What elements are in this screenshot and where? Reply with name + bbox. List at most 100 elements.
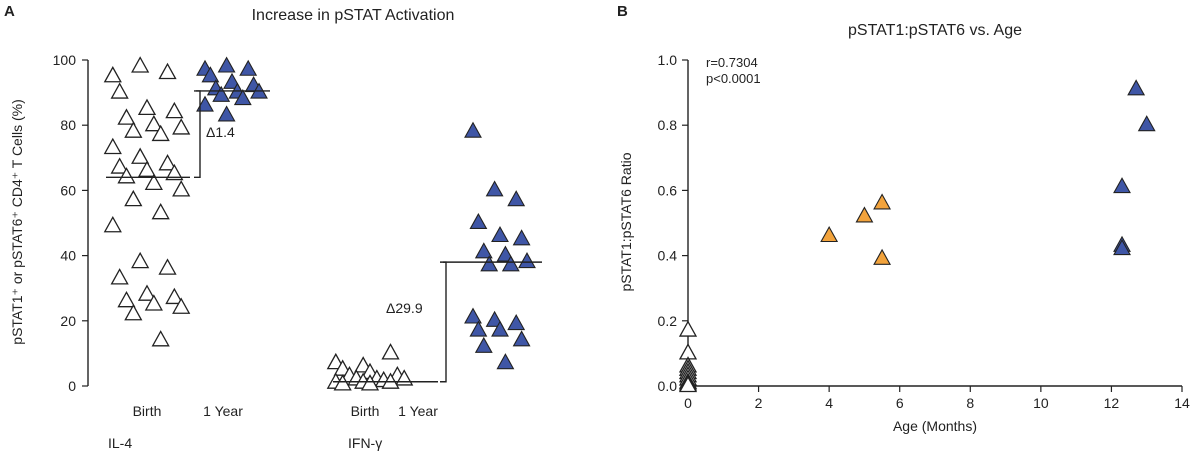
data-point	[485, 310, 504, 327]
panel-b-points	[678, 79, 1156, 393]
data-point	[512, 229, 531, 246]
panel-b-p-stat: p<0.0001	[706, 71, 761, 86]
data-point	[464, 307, 482, 324]
y-tick-label: 60	[60, 182, 76, 198]
data-point	[103, 215, 122, 233]
data-point	[239, 59, 258, 76]
panel-b-x-ticks: 0 2 4 6 8 10 12 14	[684, 386, 1190, 411]
data-point	[1137, 115, 1156, 132]
category-label: 1 Year	[203, 403, 243, 419]
panel-a-points	[103, 56, 542, 391]
data-point	[103, 66, 122, 83]
data-point	[217, 105, 236, 122]
data-point	[117, 108, 136, 125]
data-point	[491, 225, 509, 243]
y-tick-label: 20	[60, 313, 76, 329]
y-tick-label: 0.0	[658, 378, 678, 394]
data-point	[223, 72, 241, 89]
data-point	[360, 374, 380, 391]
y-tick-label: 0.4	[658, 248, 678, 264]
data-point	[110, 157, 129, 174]
panel-b-title: pSTAT1:pSTAT6 vs. Age	[848, 22, 1022, 39]
panel-a-x-labels: Birth 1 Year Birth 1 Year IL-4 IFN-γ	[108, 403, 438, 451]
data-point	[873, 193, 892, 210]
data-point	[480, 255, 499, 272]
data-point	[158, 62, 177, 80]
data-point	[1127, 79, 1146, 96]
data-point	[151, 202, 170, 220]
data-point	[855, 206, 874, 223]
panel-a-annotations: Δ1.4 Δ29.9	[194, 90, 447, 383]
data-point	[124, 304, 143, 321]
data-point	[381, 372, 400, 389]
y-tick-label: 0	[68, 378, 76, 394]
data-point	[124, 189, 143, 207]
data-point	[469, 212, 488, 230]
delta-label: Δ1.4	[206, 124, 235, 140]
panel-b-r-stat: r=0.7304	[706, 55, 758, 70]
data-point	[678, 375, 698, 393]
data-point	[474, 242, 493, 259]
data-point	[117, 167, 136, 184]
data-point	[485, 180, 504, 197]
data-point	[196, 95, 214, 112]
data-point	[233, 89, 252, 106]
x-tick-label: 12	[1104, 395, 1120, 411]
y-tick-label: 80	[60, 117, 76, 133]
data-point	[110, 82, 129, 99]
panel-b-y-label: pSTAT1:pSTAT6 Ratio	[618, 152, 634, 291]
delta-label: Δ29.9	[386, 300, 423, 316]
panel-a-y-label: pSTAT1⁺ or pSTAT6⁺ CD4⁺ T Cells (%)	[9, 99, 25, 344]
data-point	[820, 225, 839, 243]
y-tick-label: 100	[53, 52, 77, 68]
data-point	[474, 336, 493, 353]
data-point	[507, 313, 526, 331]
data-point	[151, 330, 170, 347]
data-point	[158, 258, 177, 275]
data-point	[464, 121, 482, 138]
x-tick-label: 6	[896, 395, 904, 411]
data-point	[144, 114, 163, 132]
x-tick-label: 4	[825, 395, 833, 411]
panel-a-y-ticks: 0 20 40 60 80 100	[53, 52, 88, 394]
group-label: IL-4	[108, 435, 132, 451]
data-point	[117, 290, 136, 308]
x-tick-label: 0	[684, 395, 692, 411]
category-label: 1 Year	[398, 403, 438, 419]
data-point	[469, 320, 488, 337]
data-point	[165, 287, 184, 305]
x-tick-label: 2	[755, 395, 763, 411]
data-point	[496, 353, 515, 370]
data-point	[144, 173, 163, 191]
data-point	[172, 180, 191, 197]
data-point	[131, 251, 150, 269]
y-tick-label: 0.2	[658, 313, 678, 329]
delta-bracket	[440, 261, 447, 383]
data-point	[217, 56, 236, 73]
data-point	[507, 190, 526, 207]
data-point	[131, 56, 150, 73]
data-point	[678, 320, 698, 337]
panel-b-y-ticks: 0.0 0.2 0.4 0.6 0.8 1.0	[658, 52, 688, 394]
group-label: IFN-γ	[348, 435, 382, 451]
data-point	[110, 268, 129, 285]
x-tick-label: 14	[1174, 395, 1190, 411]
data-point	[131, 147, 150, 164]
data-point	[512, 330, 531, 347]
data-point	[172, 297, 191, 314]
data-point	[137, 284, 157, 301]
data-point	[137, 98, 157, 116]
data-point	[1113, 239, 1131, 256]
category-label: Birth	[351, 403, 380, 419]
data-point	[172, 118, 191, 135]
data-point	[201, 66, 220, 83]
data-point	[501, 255, 520, 272]
x-tick-label: 10	[1033, 395, 1049, 411]
data-point	[333, 374, 352, 391]
delta-bracket	[194, 90, 201, 179]
data-point	[491, 320, 509, 337]
data-point	[873, 248, 892, 265]
data-point	[165, 101, 184, 119]
y-tick-label: 0.8	[658, 117, 678, 133]
